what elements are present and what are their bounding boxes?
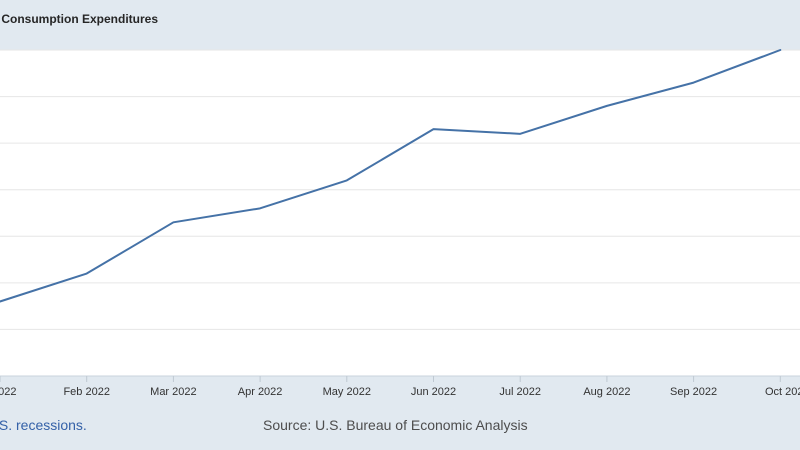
x-tick-label-6: Jul 2022 xyxy=(499,386,541,398)
x-axis xyxy=(0,375,800,382)
x-tick-label-4: May 2022 xyxy=(323,386,371,398)
series-line-0 xyxy=(0,49,782,303)
plot-area xyxy=(0,50,800,376)
x-tick-label-3: Apr 2022 xyxy=(238,386,283,398)
x-tick-label-5: Jun 2022 xyxy=(411,386,456,398)
gridlines xyxy=(0,49,800,330)
x-tick-label-0: 2022 xyxy=(0,386,16,398)
x-tick-label-1: Feb 2022 xyxy=(63,386,109,398)
x-tick-label-9: Oct 202 xyxy=(765,386,800,398)
chart-title-bar: al Consumption Expenditures xyxy=(0,0,800,50)
x-tick-label-2: Mar 2022 xyxy=(150,386,196,398)
series-layer xyxy=(0,49,782,303)
x-tick-label-7: Aug 2022 xyxy=(583,386,630,398)
recessions-link[interactable]: J.S. recessions. xyxy=(0,417,87,433)
x-tick-label-8: Sep 2022 xyxy=(670,386,717,398)
chart-title: al Consumption Expenditures xyxy=(0,12,159,26)
source-text: Source: U.S. Bureau of Economic Analysis xyxy=(263,417,528,433)
x-tick-labels: 2022 Feb 2022 Mar 2022 Apr 2022 May 2022 Jun … xyxy=(0,386,800,398)
